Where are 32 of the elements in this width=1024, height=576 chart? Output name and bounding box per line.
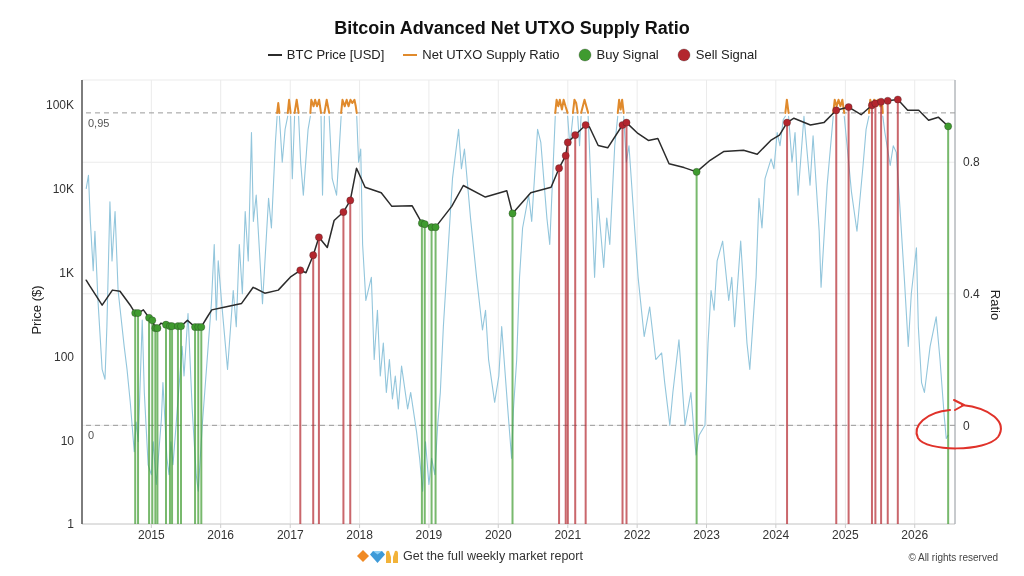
legend-label: Buy Signal: [596, 47, 659, 62]
y2-axis-title: Ratio: [987, 289, 1003, 321]
x-tick-label: 2018: [346, 527, 374, 542]
y-tick-label: 10K: [52, 182, 74, 197]
x-tick-label: 2017: [276, 527, 304, 542]
y2-tick-label: 0.4: [963, 287, 981, 302]
ref-line-label: 0: [88, 429, 95, 442]
x-tick-label: 2025: [832, 527, 860, 542]
y-tick-label: 10: [60, 433, 75, 448]
x-tick-label: 2021: [554, 527, 582, 542]
y2-tick-label: 0.8: [963, 155, 981, 170]
x-tick-label: 2019: [415, 527, 443, 542]
chart-title: Bitcoin Advanced Net UTXO Supply Ratio: [333, 18, 691, 39]
text: © All rights reserved: [908, 552, 998, 563]
y-tick-label: 100K: [45, 98, 74, 113]
y2-tick-label: 0: [963, 418, 970, 433]
ref-line-label: 0,95: [88, 116, 110, 129]
legend-label: Sell Signal: [695, 47, 758, 62]
y-tick-label: 1: [67, 517, 75, 532]
y-tick-label: 100: [53, 349, 75, 364]
legend-label: BTC Price [USD]: [286, 47, 385, 62]
x-tick-label: 2022: [623, 527, 651, 542]
y-axis-title: Price ($): [29, 285, 45, 335]
x-tick-label: 2024: [762, 527, 790, 542]
x-tick-label: 2015: [137, 527, 166, 542]
y-tick-label: 1K: [59, 265, 74, 280]
x-tick-label: 2023: [693, 527, 721, 542]
legend-label: Net UTXO Supply Ratio: [422, 47, 560, 62]
x-tick-label: 2020: [484, 527, 512, 542]
text: Get the full weekly market report: [403, 549, 583, 563]
x-tick-label: 2016: [207, 527, 235, 542]
x-tick-label: 2026: [901, 527, 929, 542]
